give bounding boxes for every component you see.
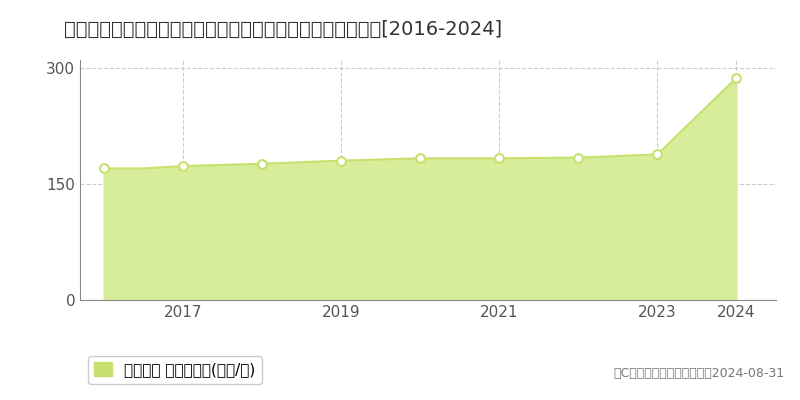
Point (493, 155, 506, 162)
Point (177, 163, 190, 169)
Point (98, 165, 110, 172)
Point (334, 158, 347, 164)
Point (414, 155, 426, 162)
Point (730, 75, 743, 81)
Point (572, 154, 585, 161)
Text: （C）土地価格ドットコム　2024-08-31: （C）土地価格ドットコム 2024-08-31 (613, 367, 784, 380)
Text: 東京都目黒区大岡山１丁目８６番１８　地価公示　地価推移[2016-2024]: 東京都目黒区大岡山１丁目８６番１８ 地価公示 地価推移[2016-2024] (64, 20, 502, 39)
Point (651, 151, 664, 158)
Legend: 地価公示 平均坪単価(万円/坪): 地価公示 平均坪単価(万円/坪) (88, 356, 262, 384)
Point (255, 160, 268, 167)
